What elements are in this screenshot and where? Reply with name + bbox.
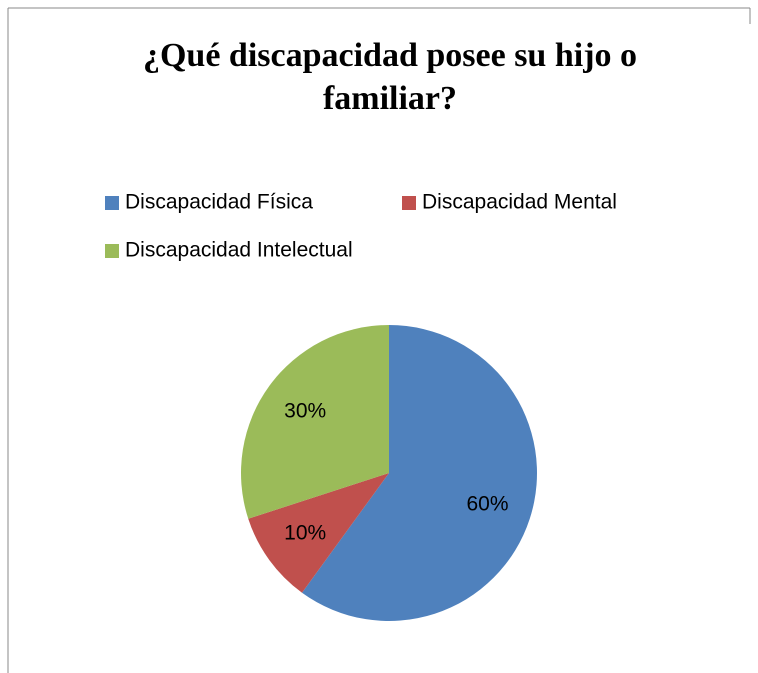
data-label: 60% [467, 493, 509, 516]
pie-slice [248, 473, 389, 593]
pie-slice [302, 325, 538, 621]
legend-swatch [402, 196, 416, 210]
data-label: 10% [284, 521, 326, 544]
legend-swatch [105, 244, 119, 258]
legend-label: Discapacidad Intelectual [125, 239, 353, 262]
legend-swatch [105, 196, 119, 210]
legend-label: Discapacidad Mental [422, 191, 617, 214]
data-label: 30% [284, 400, 326, 423]
chart-title: ¿Qué discapacidad posee su hijo o famili… [142, 37, 638, 117]
legend-label: Discapacidad Física [125, 191, 313, 214]
pie-slice [241, 325, 389, 519]
